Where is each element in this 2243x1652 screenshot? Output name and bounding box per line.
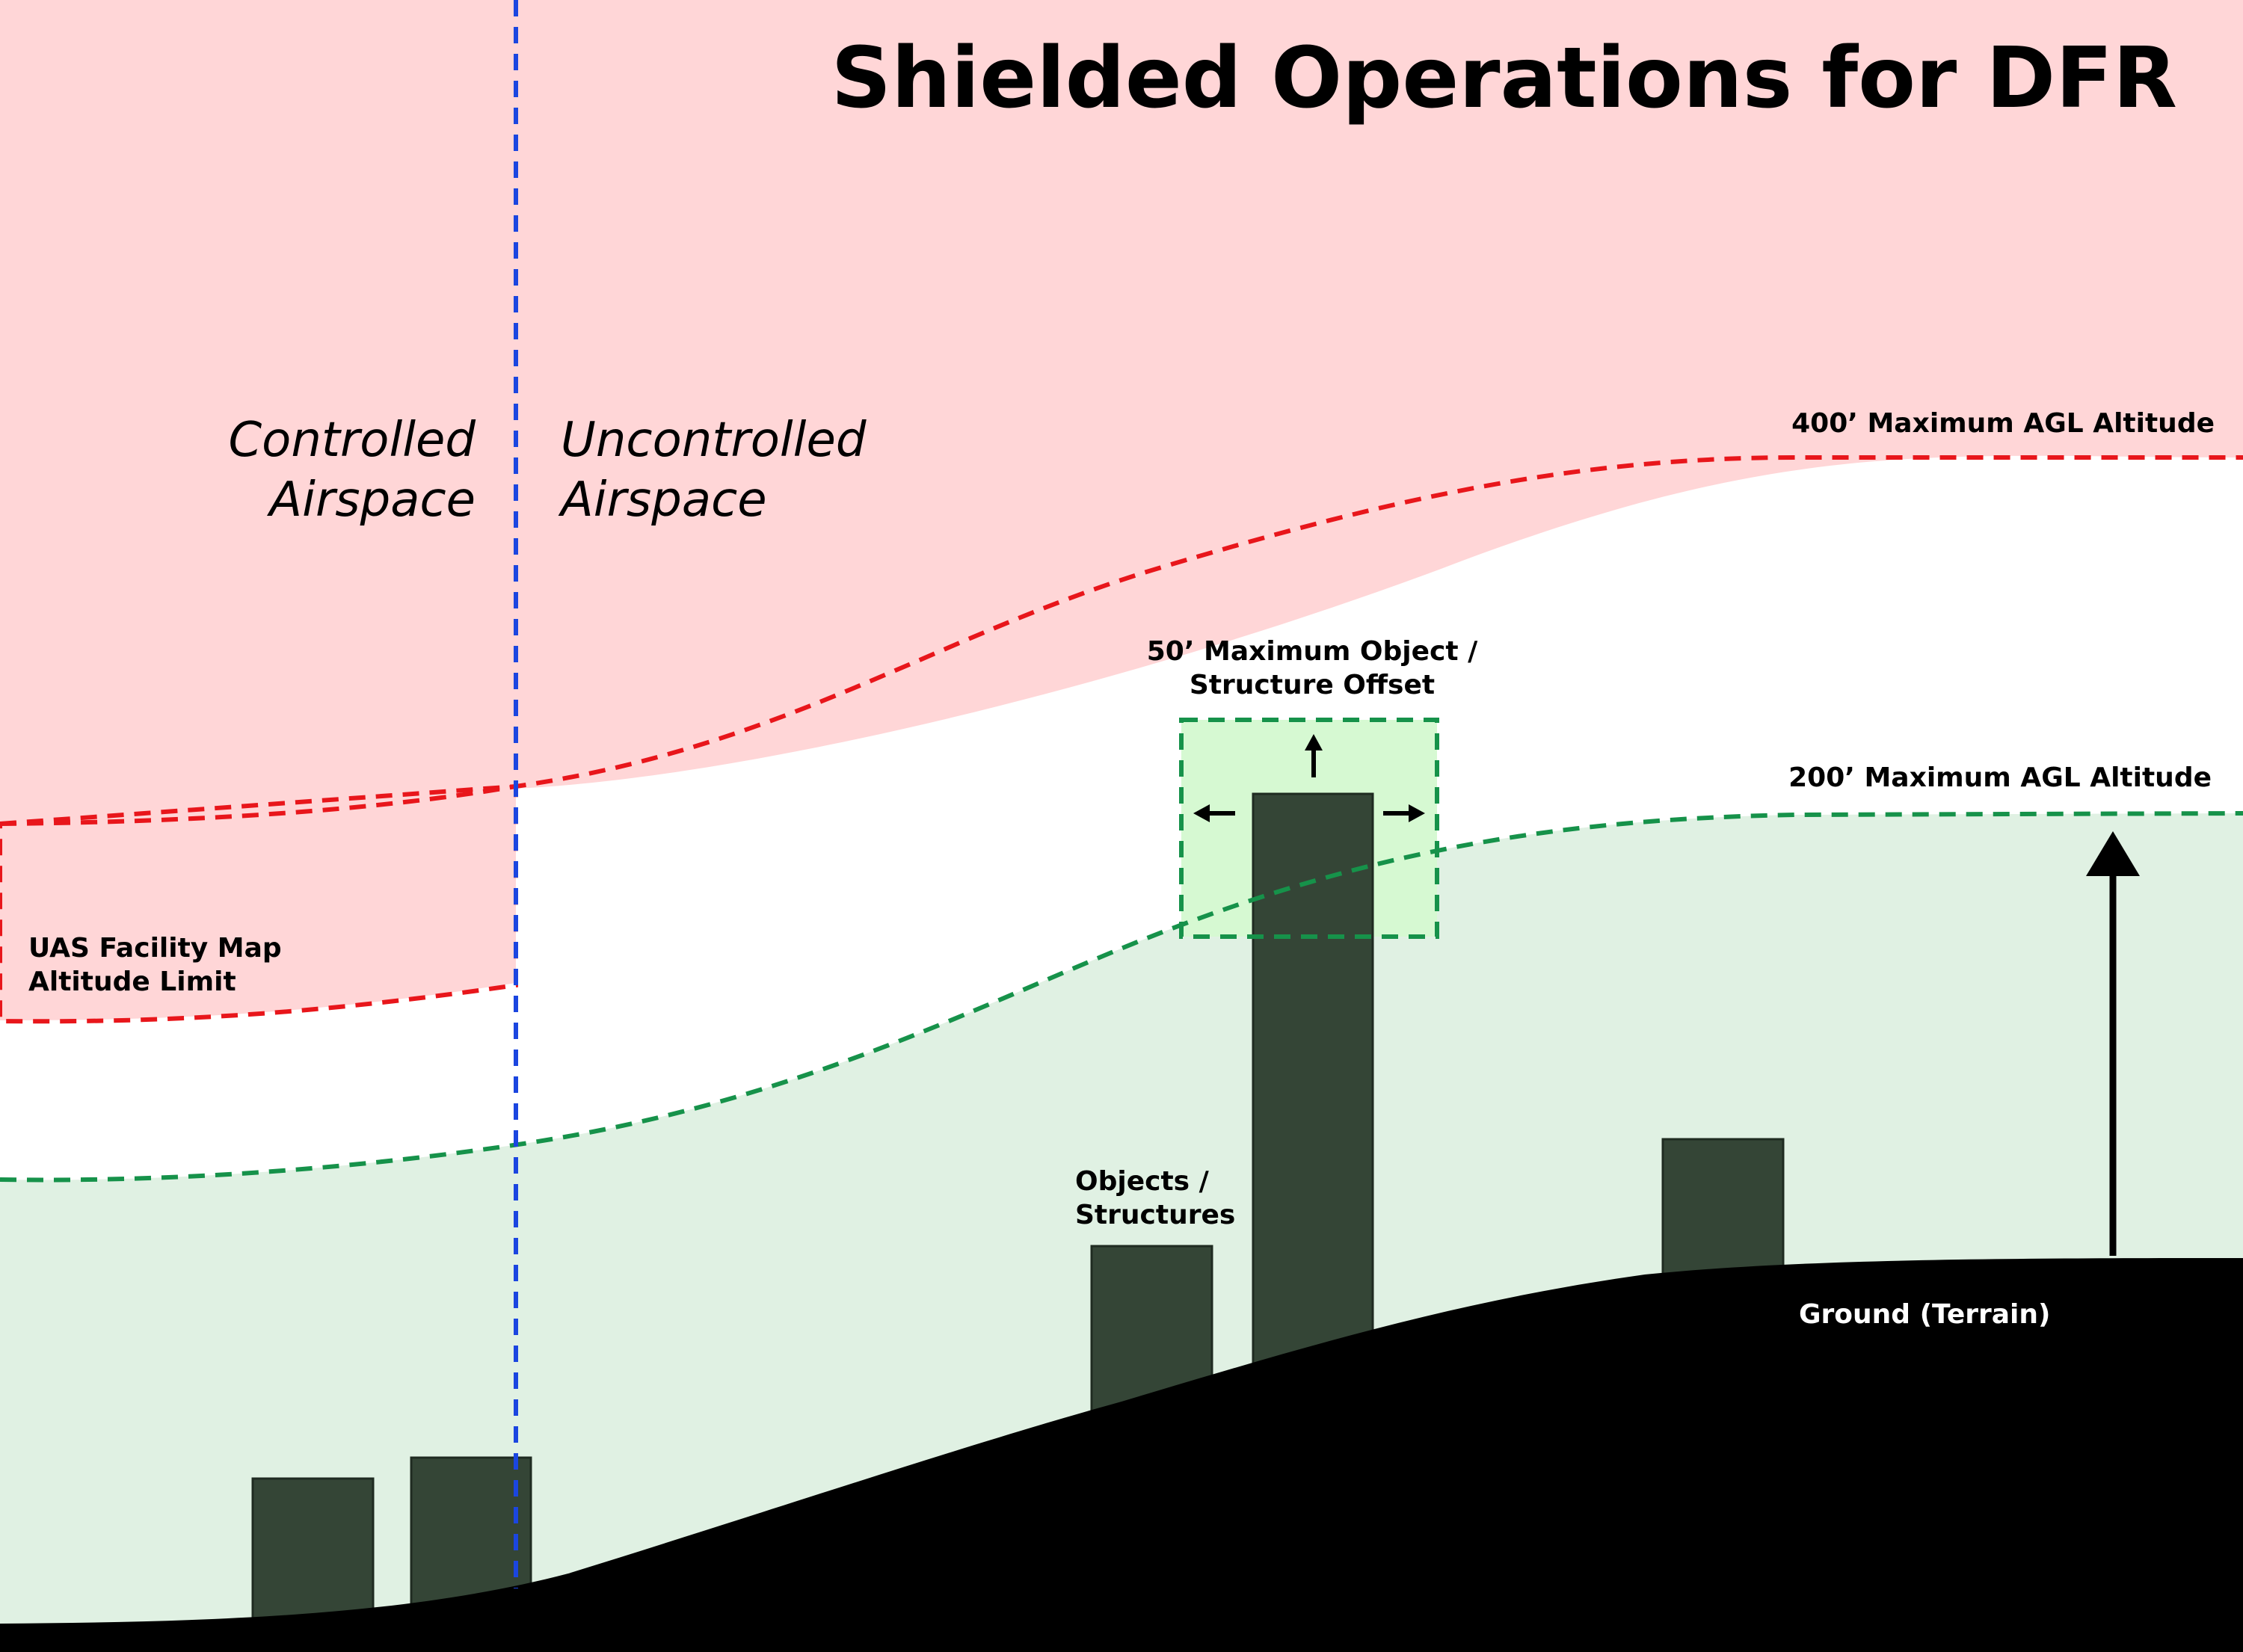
offset-label-line1: 50’ Maximum Object / — [1147, 636, 1478, 667]
offset-left-arrow — [1193, 804, 1235, 822]
diagram-title: Shielded Operations for DFR — [831, 30, 2177, 127]
controlled-label-line2: Airspace — [266, 472, 476, 528]
offset-up-arrow — [1305, 734, 1323, 777]
uncontrolled-label-line1: Uncontrolled — [561, 413, 867, 468]
offset-label-line2: Structure Offset — [1190, 670, 1435, 700]
ground-terrain — [0, 1258, 2243, 1652]
objects-label-line1: Objects / — [1075, 1166, 1210, 1197]
controlled-label-line1: Controlled — [228, 413, 476, 468]
structure-offset-border — [1179, 718, 1439, 939]
facility-label-line1: UAS Facility Map — [28, 933, 282, 964]
altitude-400-label: 400’ Maximum AGL Altitude — [1791, 408, 2215, 439]
ground-label: Ground (Terrain) — [1799, 1299, 2050, 1330]
restricted-airspace-area — [0, 0, 2243, 1020]
altitude-400-line — [0, 455, 2243, 826]
altitude-arrow — [2086, 831, 2140, 1256]
altitude-200-line — [0, 811, 2243, 1183]
altitude-200-label: 200’ Maximum AGL Altitude — [1788, 762, 2212, 793]
facility-label-line2: Altitude Limit — [28, 967, 236, 997]
uncontrolled-label-line2: Airspace — [558, 472, 767, 528]
objects-label-line2: Structures — [1075, 1200, 1235, 1230]
offset-right-arrow — [1383, 804, 1425, 822]
